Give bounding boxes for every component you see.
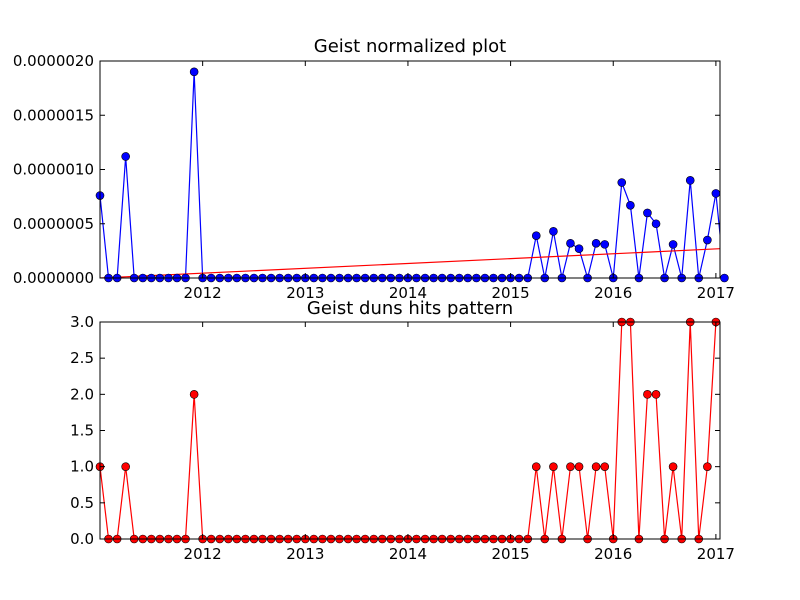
x-tick-label: 2013 [286,545,324,563]
y-tick-label: 0.5 [70,494,94,512]
y-tick-label: 2.5 [70,349,94,367]
data-point [531,231,541,240]
x-tick-label: 2012 [184,545,222,563]
chart-title: Geist normalized plot [314,36,506,57]
data-point [574,244,584,253]
data-point [591,238,601,248]
y-tick-label: 2.0 [70,385,94,403]
y-tick-label: 3.0 [70,313,94,331]
data-point [574,462,584,471]
data-point [651,390,661,399]
x-tick-label: 2015 [492,545,530,563]
data-point [121,152,130,161]
x-tick-label: 2012 [184,284,222,302]
data-point [549,227,558,236]
x-tick-label: 2017 [697,545,735,563]
data-point [626,201,635,210]
data-point [566,462,575,471]
data-point [720,273,729,283]
x-tick-label: 2014 [389,545,427,563]
y-tick-label: 1.5 [70,422,94,440]
data-point [189,67,199,77]
data-point [711,189,721,198]
series-group [100,71,720,278]
data-point [668,240,678,249]
data-point [643,390,652,399]
data-point [566,238,575,248]
y-tick-label: 0.0 [70,530,94,548]
data-point [703,462,712,471]
series-line-1 [100,248,720,278]
x-tick-label: 2014 [389,284,427,302]
data-point [121,462,130,471]
data-point [617,178,627,187]
y-tick-label: 1.0 [70,458,94,476]
y-tick-label: 0.0000020 [13,52,94,70]
y-tick-label: 0.0000010 [13,161,94,179]
y-tick-label: 0.0000015 [13,106,94,124]
y-tick-label: 0.0000005 [13,215,94,233]
data-point [549,462,558,471]
data-point [600,240,610,249]
data-point [643,208,652,218]
normalized-plot: Geist normalized plot 2012 2013 2014 2015 201… [13,36,735,302]
x-tick-label: 2017 [697,284,735,302]
series-line-0 [100,71,720,278]
data-point [668,462,678,471]
data-point [703,235,712,245]
data-point [600,462,610,471]
x-tick-label: 2013 [286,284,324,302]
data-point [685,176,695,185]
x-tick-label: 2016 [594,545,632,563]
chart-title: Geist duns hits pattern [307,298,513,319]
x-tick-label: 2015 [492,284,530,302]
data-point [189,390,199,399]
x-tick-label: 2016 [594,284,632,302]
y-tick-label: 0.0000000 [13,269,94,287]
data-point [591,462,601,471]
hits-pattern-plot: Geist duns hits pattern 2012 2013 2014 2015 2… [70,298,735,563]
data-point [651,219,661,229]
data-point [531,462,541,471]
plot-area [100,322,720,539]
